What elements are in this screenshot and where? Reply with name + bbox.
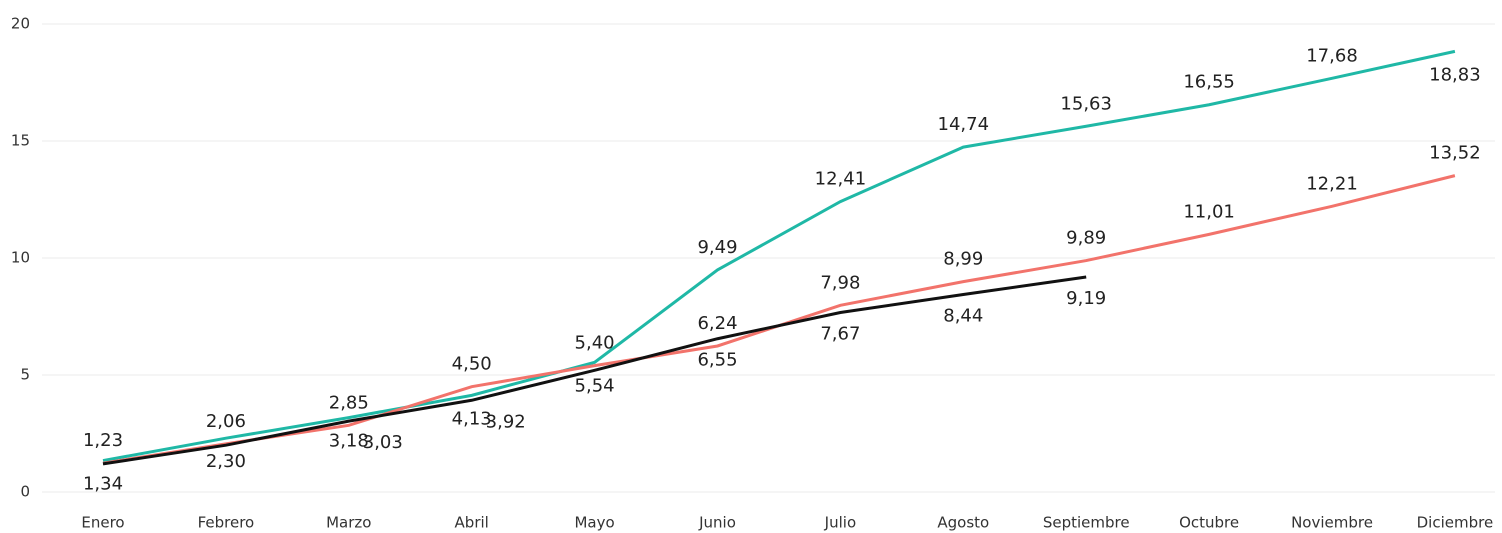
y-tick-label: 15 <box>11 132 30 150</box>
x-tick-label: Septiembre <box>1043 514 1130 532</box>
data-label: 3,03 <box>363 432 403 453</box>
data-label: 2,06 <box>206 411 246 432</box>
x-tick-label: Agosto <box>937 514 989 532</box>
y-tick-label: 0 <box>20 483 30 501</box>
data-label: 8,99 <box>943 249 983 270</box>
y-tick-label: 10 <box>11 249 30 267</box>
data-label: 11,01 <box>1183 201 1235 222</box>
data-label: 3,92 <box>486 411 526 432</box>
x-tick-label: Mayo <box>574 514 614 532</box>
data-label: 9,19 <box>1066 288 1106 309</box>
x-tick-label: Diciembre <box>1417 514 1494 532</box>
data-label: 12,41 <box>815 169 867 190</box>
data-label: 2,30 <box>206 451 246 472</box>
data-label: 3,18 <box>329 431 369 452</box>
data-label: 1,34 <box>83 474 123 495</box>
data-label: 5,54 <box>575 375 615 396</box>
data-label: 4,50 <box>452 354 492 375</box>
y-tick-label: 5 <box>20 366 30 384</box>
data-label: 7,98 <box>820 272 860 293</box>
x-tick-label: Febrero <box>198 514 255 532</box>
line <box>102 174 1456 465</box>
line <box>102 275 1087 466</box>
data-label: 1,23 <box>83 430 123 451</box>
x-tick-label: Julio <box>824 514 856 532</box>
data-label: 2,85 <box>329 392 369 413</box>
data-label: 15,63 <box>1060 93 1112 114</box>
data-label: 9,89 <box>1066 228 1106 249</box>
data-label: 9,49 <box>697 237 737 258</box>
data-label: 12,21 <box>1306 173 1358 194</box>
x-tick-label: Marzo <box>326 514 371 532</box>
x-tick-label: Noviembre <box>1291 514 1373 532</box>
x-tick-label: Junio <box>698 514 736 532</box>
data-label: 4,13 <box>452 408 492 429</box>
data-label: 5,40 <box>575 333 615 354</box>
data-label: 16,55 <box>1183 72 1235 93</box>
data-label: 14,74 <box>938 114 990 135</box>
x-tick-label: Octubre <box>1179 514 1239 532</box>
data-label: 6,24 <box>697 313 737 334</box>
data-label: 17,68 <box>1306 45 1358 66</box>
data-label: 8,44 <box>943 306 983 327</box>
data-label: 7,67 <box>820 324 860 345</box>
data-label: 6,55 <box>697 350 737 371</box>
line <box>102 49 1456 463</box>
data-label: 18,83 <box>1429 64 1481 85</box>
y-tick-label: 20 <box>11 15 30 33</box>
data-label: 13,52 <box>1429 143 1481 164</box>
x-tick-label: Enero <box>81 514 124 532</box>
x-tick-label: Abril <box>455 514 489 532</box>
